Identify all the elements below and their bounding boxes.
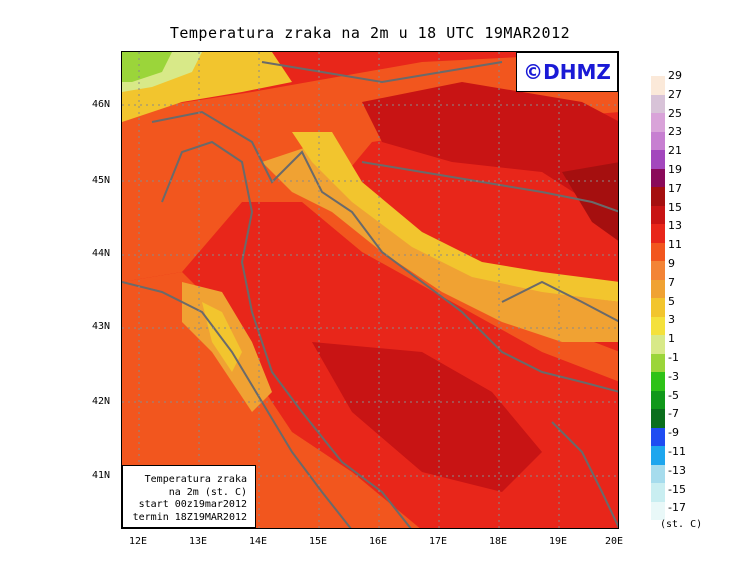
lon-label: 20E [604, 536, 624, 547]
legend-value: -1 [668, 351, 679, 364]
legend-swatch [651, 446, 665, 465]
legend-value: 5 [668, 294, 675, 308]
lon-label: 14E [248, 536, 268, 547]
lon-label: 13E [188, 536, 208, 547]
lat-label: 43N [92, 321, 111, 332]
legend-colorbar [651, 76, 665, 520]
legend-swatch [651, 94, 665, 113]
legend-swatch [651, 279, 665, 298]
legend-value: -3 [668, 369, 679, 383]
lon-label: 17E [428, 536, 448, 547]
legend-value: 21 [668, 144, 682, 158]
legend-swatch [651, 409, 665, 428]
lat-label: 46N [92, 99, 111, 110]
dhmz-logo: ©DHMZ [516, 52, 618, 92]
legend-value: -7 [668, 407, 679, 421]
legend-swatch [651, 242, 665, 261]
info-line: na 2m (st. C) [168, 486, 247, 498]
legend-value: -13 [668, 463, 686, 477]
legend-value: -9 [668, 426, 679, 440]
legend-value: -5 [668, 388, 679, 402]
legend-value: 17 [668, 181, 682, 195]
lon-label: 16E [368, 536, 388, 547]
legend-value: 23 [668, 125, 682, 139]
temperature-field [122, 52, 618, 528]
legend-value: 19 [668, 163, 682, 176]
lat-label: 44N [92, 248, 111, 259]
legend-swatch [651, 353, 665, 372]
lat-label: 45N [92, 175, 111, 186]
lon-label: 12E [128, 536, 148, 547]
lat-label: 41N [92, 470, 111, 481]
legend-value: 3 [668, 313, 675, 327]
legend-value: 27 [668, 87, 682, 101]
legend-swatch [651, 187, 665, 206]
legend-swatch [651, 464, 665, 483]
legend-swatch [651, 372, 665, 391]
legend-swatch [651, 427, 665, 446]
legend-swatch [651, 76, 665, 95]
info-line: termin 18Z19MAR2012 [132, 511, 247, 523]
legend-swatch [651, 261, 665, 280]
legend-value: 15 [668, 200, 682, 214]
temperature-map [121, 51, 619, 529]
legend-value: 9 [668, 257, 675, 270]
lon-label: 19E [548, 536, 568, 547]
legend-value: 29 [668, 69, 682, 82]
legend-value: -17 [668, 501, 686, 515]
info-box: Temperatura zraka na 2m (st. C) start 00… [122, 465, 256, 528]
legend-value: 11 [668, 238, 682, 252]
legend-swatch [651, 150, 665, 169]
legend-swatch [651, 113, 665, 132]
legend-value: 13 [668, 219, 682, 233]
legend-value: 1 [668, 332, 675, 346]
map-title: Temperatura zraka na 2m u 18 UTC 19MAR20… [169, 24, 571, 42]
legend-swatch [651, 501, 665, 520]
legend-swatch [651, 390, 665, 409]
legend-swatch [651, 483, 665, 502]
lat-label: 42N [92, 396, 111, 407]
lon-label: 15E [308, 536, 328, 547]
info-line: start 00z19mar2012 [138, 499, 247, 510]
legend-swatch [651, 168, 665, 187]
legend-value: -11 [668, 445, 686, 458]
legend-swatch [651, 298, 665, 317]
legend-value: -15 [668, 482, 686, 496]
info-line: Temperatura zraka [144, 474, 247, 485]
legend-swatch [651, 131, 665, 150]
legend-swatch [651, 224, 665, 243]
legend-swatch [651, 205, 665, 224]
legend-value: 7 [668, 275, 675, 289]
lon-label: 18E [488, 536, 508, 547]
legend-swatch [651, 316, 665, 335]
legend-units: (st. C) [660, 519, 703, 530]
legend-swatch [651, 335, 665, 354]
legend-value: 25 [668, 106, 682, 120]
